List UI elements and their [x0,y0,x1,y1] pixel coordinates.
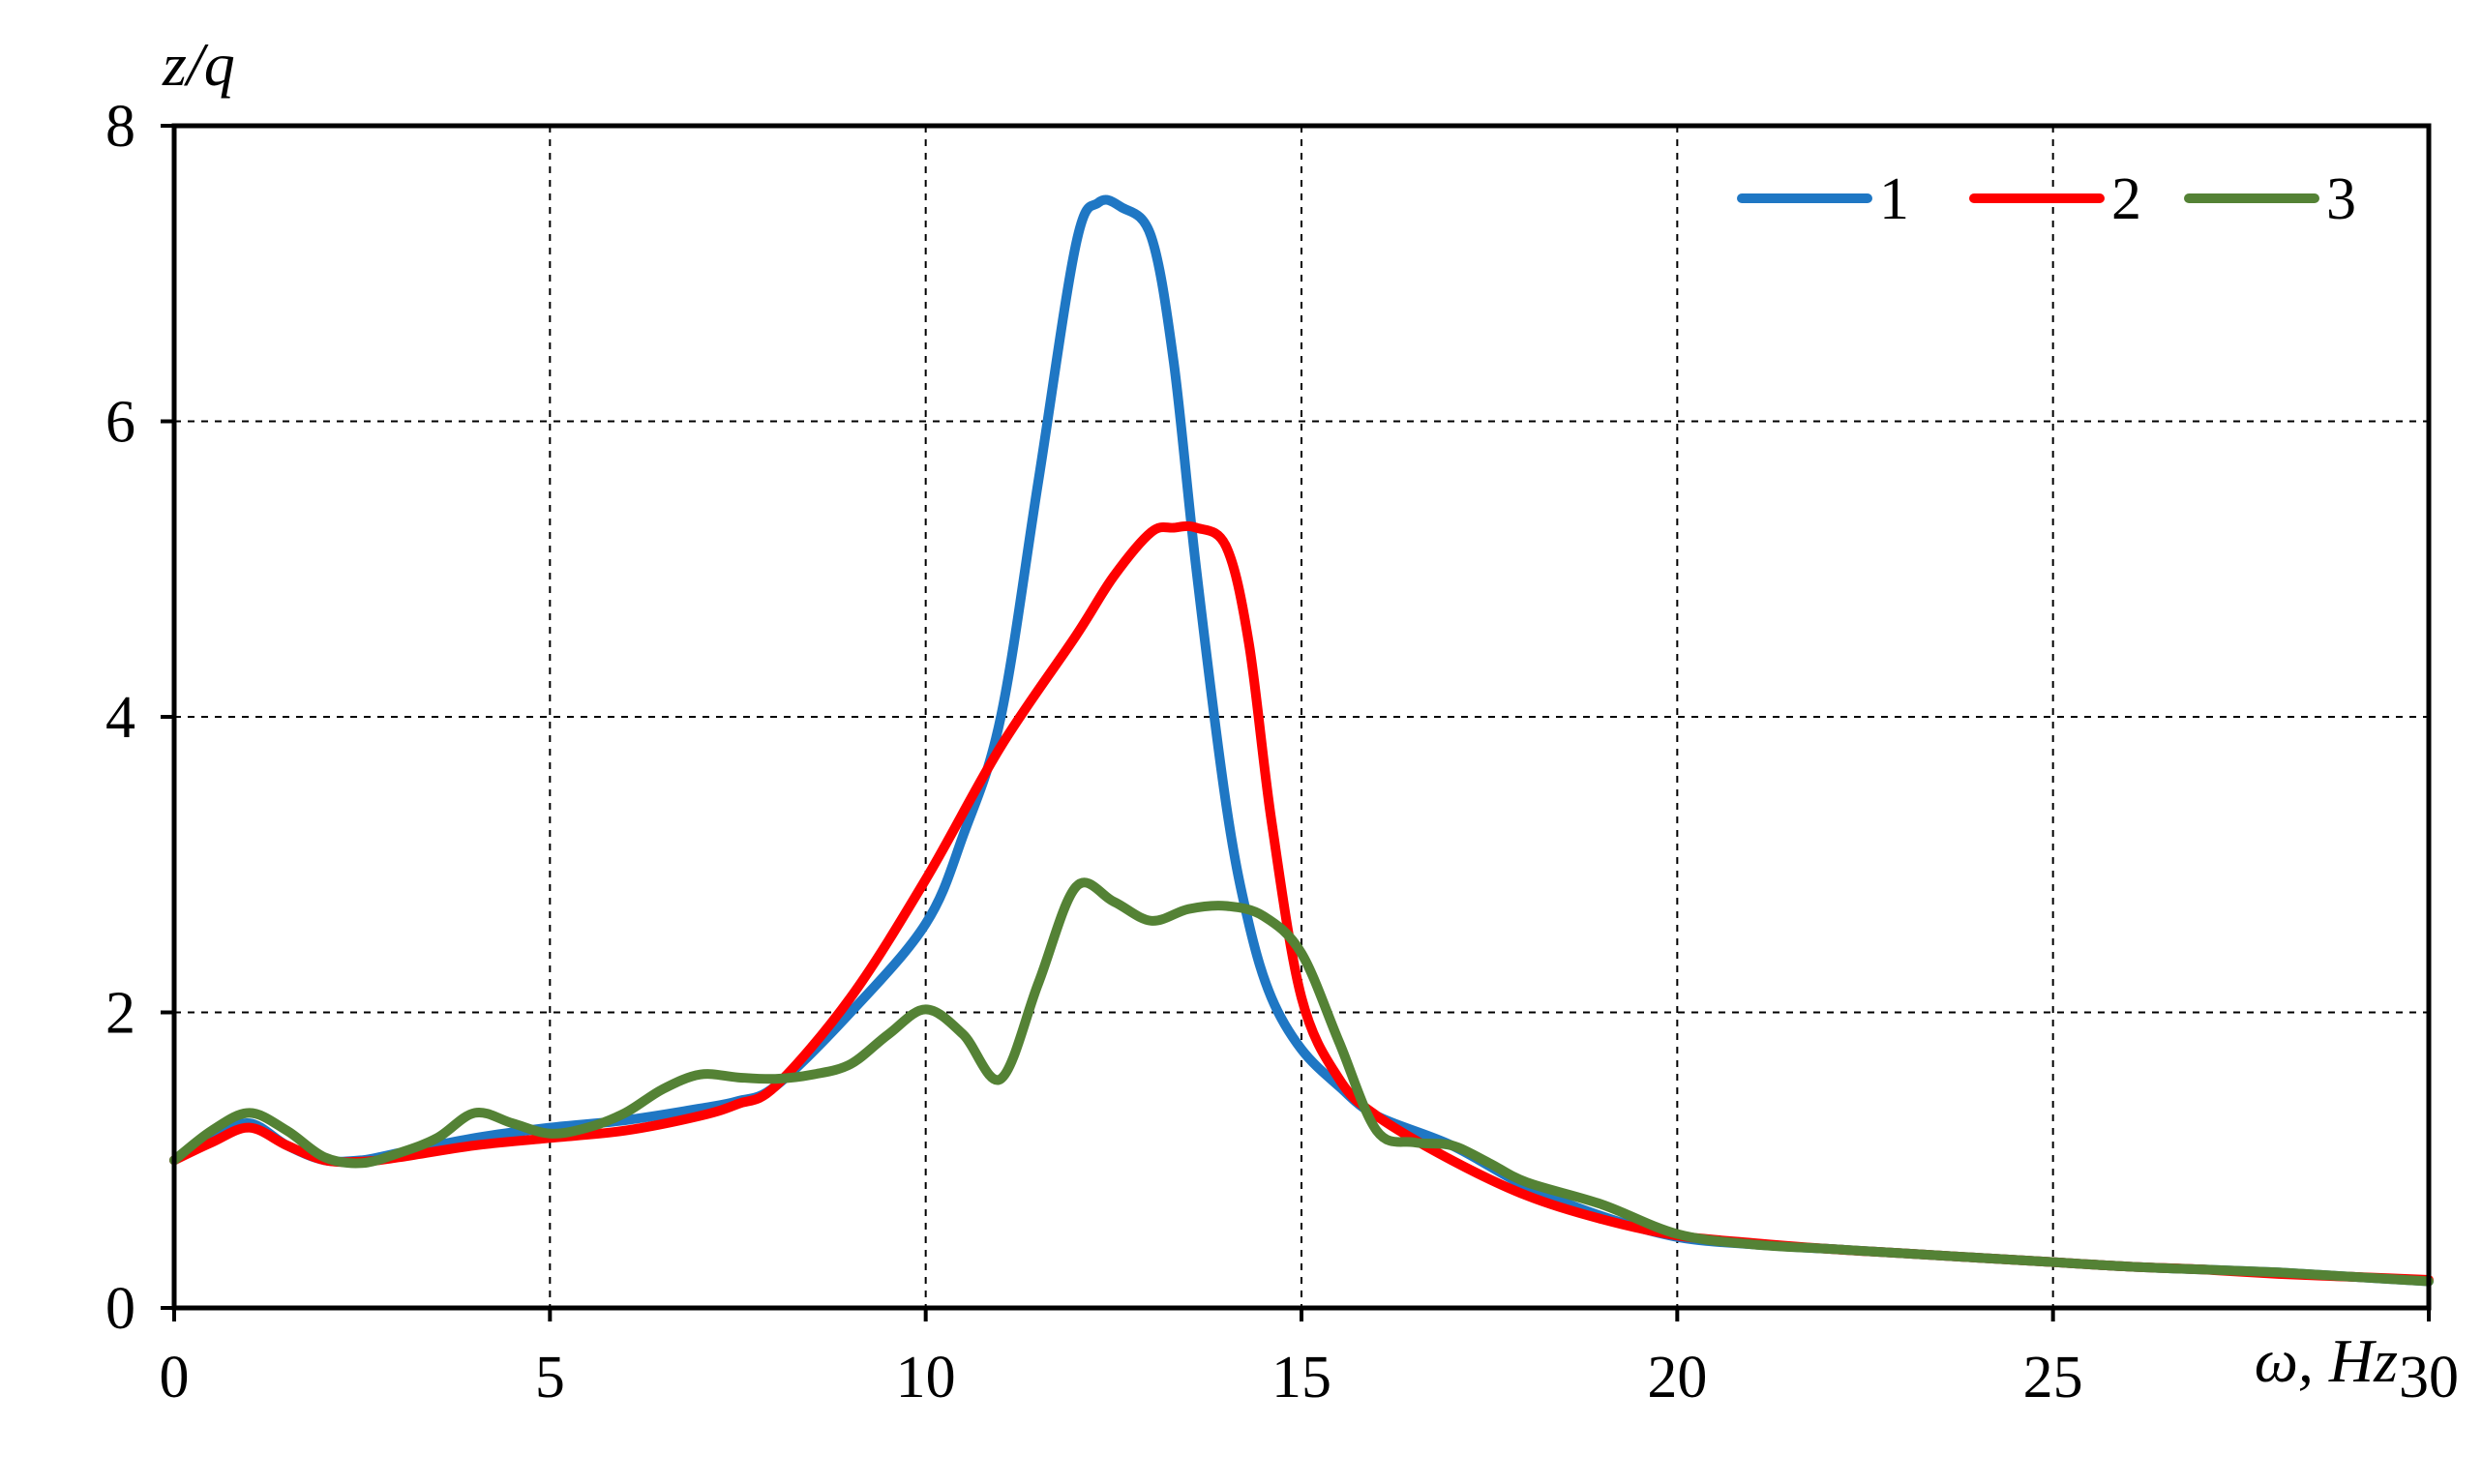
x-axis-title: ω, Hz [2255,1326,2398,1395]
y-tick-label: 6 [105,390,135,456]
x-tick-label: 15 [1271,1345,1331,1410]
y-axis-title: z/q [162,30,235,99]
x-tick-label: 25 [2023,1345,2083,1410]
x-tick-label: 30 [2399,1345,2459,1410]
y-tick-label: 4 [105,685,135,751]
series-line-3 [169,877,2434,1287]
legend-label-2: 2 [2111,166,2141,232]
legend: 1 2 3 [1737,166,2356,232]
series-group [169,194,2434,1287]
x-tick-label: 0 [160,1345,190,1410]
y-tick-label: 8 [105,94,135,160]
x-tick-label: 10 [896,1345,956,1410]
x-tick-label: 5 [535,1345,565,1410]
legend-label-3: 3 [2326,166,2356,232]
x-tick-label: 20 [1647,1345,1707,1410]
y-tick-label: 0 [105,1276,135,1342]
y-tick-label: 2 [105,981,135,1047]
tick-group: 0 5 10 15 20 25 30 0 2 4 6 8 [105,94,2459,1410]
legend-label-1: 1 [1879,166,1909,232]
